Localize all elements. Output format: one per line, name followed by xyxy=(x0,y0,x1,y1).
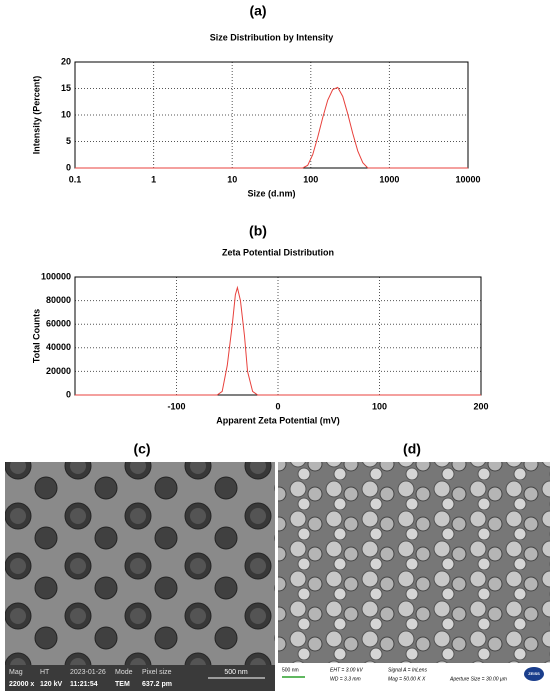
x-axis-title: Size (d.nm) xyxy=(247,188,295,198)
plot-frame xyxy=(74,276,482,396)
x-tick-label: 10 xyxy=(227,174,237,184)
y-tick-label: 5 xyxy=(66,136,71,146)
y-tick-label: 100000 xyxy=(41,271,71,281)
tem-scale-label: 500 nm xyxy=(224,669,248,676)
tem-info-value: 120 kV xyxy=(40,681,63,688)
x-axis-title: Apparent Zeta Potential (mV) xyxy=(216,415,340,425)
y-tick-label: 60000 xyxy=(46,319,71,329)
y-tick-label: 10 xyxy=(61,109,71,119)
sem-info-line: EHT = 3.00 kV xyxy=(330,667,363,673)
x-tick-label: -100 xyxy=(167,401,185,411)
tem-info-header: HT xyxy=(40,669,50,676)
x-tick-label: 1000 xyxy=(379,174,399,184)
sem-scale-label: 500 nm xyxy=(282,667,299,673)
data-line xyxy=(75,86,468,169)
tem-info-header: Pixel size xyxy=(142,669,172,676)
panel-label: (a) xyxy=(249,3,266,19)
y-tick-label: 0 xyxy=(66,389,71,399)
x-tick-label: 1 xyxy=(151,174,156,184)
panel-label: (d) xyxy=(403,441,421,457)
tem-info-header: 2023-01-26 xyxy=(70,669,106,676)
y-axis-title: Total Counts xyxy=(31,309,41,363)
tem-info-value: 22000 x xyxy=(9,681,34,688)
plot-frame xyxy=(74,61,469,169)
y-tick-label: 20 xyxy=(61,56,71,66)
sem-info-line: Mag = 50.00 K X xyxy=(388,676,426,682)
y-axis-title: Intensity (Percent) xyxy=(31,76,41,155)
sem-info-bar xyxy=(278,663,550,691)
chart-title: Size Distribution by Intensity xyxy=(210,32,334,42)
panel-label: (b) xyxy=(249,223,267,239)
sem-particles xyxy=(278,462,550,663)
x-tick-label: 0 xyxy=(275,401,280,411)
x-tick-label: 100 xyxy=(303,174,318,184)
sem-info-line: Signal A = InLens xyxy=(388,667,427,673)
sem-info-line: Aperture Size = 30.00 µm xyxy=(449,676,507,682)
y-tick-label: 80000 xyxy=(46,295,71,305)
x-tick-label: 100 xyxy=(372,401,387,411)
sem-logo-mark xyxy=(524,667,544,681)
data-line xyxy=(75,285,481,396)
y-tick-label: 15 xyxy=(61,83,71,93)
x-tick-label: 0.1 xyxy=(69,174,82,184)
y-tick-label: 40000 xyxy=(46,342,71,352)
tem-info-value: 637.2 pm xyxy=(142,681,172,688)
x-tick-label: 200 xyxy=(473,401,488,411)
sem-logo: ZEISS xyxy=(528,671,540,676)
tem-particles xyxy=(5,462,275,665)
y-tick-label: 20000 xyxy=(46,366,71,376)
x-tick-label: 10000 xyxy=(455,174,480,184)
y-tick-label: 0 xyxy=(66,162,71,172)
sem-info-line: WD = 3.3 mm xyxy=(330,676,361,682)
tem-info-value: 11:21:54 xyxy=(70,681,98,688)
tem-info-value: TEM xyxy=(115,681,130,688)
panel-label: (c) xyxy=(133,441,150,457)
tem-info-header: Mag xyxy=(9,669,23,676)
chart-title: Zeta Potential Distribution xyxy=(222,247,334,257)
tem-info-header: Mode xyxy=(115,669,133,676)
